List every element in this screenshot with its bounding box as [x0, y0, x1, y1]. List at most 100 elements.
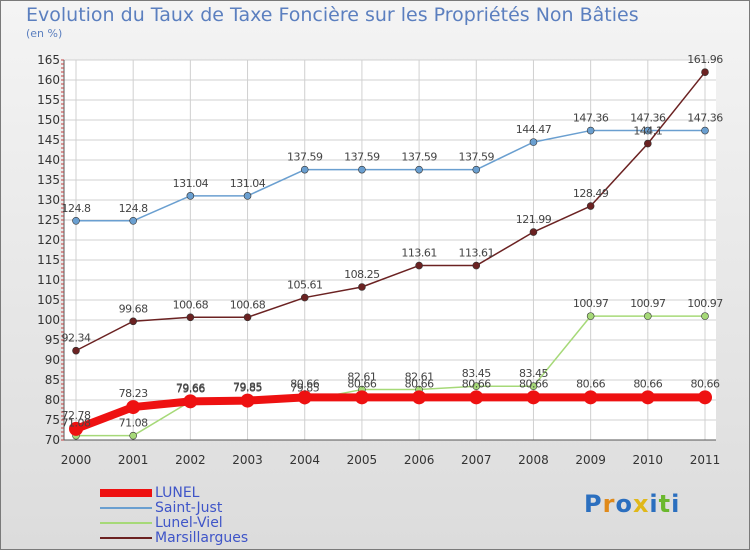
y-tick-label: 135 [37, 173, 60, 187]
data-label-marsillargues: 99.68 [119, 302, 148, 315]
y-tick-label: 165 [37, 53, 60, 67]
data-point-lunel [240, 393, 255, 408]
data-point-marsillargues [129, 317, 137, 326]
data-label-saint-just: 137.59 [459, 151, 495, 164]
data-point-lunel-viel [701, 312, 709, 320]
data-point-lunel [469, 390, 484, 405]
data-label-saint-just: 137.59 [287, 151, 323, 164]
data-label-lunel: 72.78 [62, 409, 91, 422]
y-tick-label: 75 [45, 413, 60, 427]
y-tick-label: 160 [37, 73, 60, 87]
y-tick-label: 70 [45, 433, 60, 447]
data-point-lunel [412, 390, 427, 405]
y-tick-label: 95 [45, 333, 60, 347]
data-point-lunel-viel [472, 382, 481, 391]
data-label-lunel: 80.66 [691, 377, 720, 390]
data-label-lunel-viel: 100.97 [687, 297, 723, 310]
data-label-saint-just: 147.36 [573, 112, 609, 125]
x-tick-label: 2002 [175, 453, 206, 467]
data-label-lunel: 80.66 [462, 377, 491, 390]
data-label-lunel: 78.23 [119, 387, 148, 400]
data-point-lunel-viel [586, 312, 595, 320]
x-tick-label: 2007 [461, 453, 492, 467]
logo-letter: P [584, 490, 603, 518]
legend-label-lunel-viel: Lunel-Viel [155, 515, 223, 531]
x-tick-label: 2008 [518, 453, 549, 467]
data-label-lunel: 80.66 [633, 377, 662, 390]
data-label-lunel-viel: 71.08 [119, 417, 148, 430]
x-tick-label: 2010 [633, 453, 664, 467]
data-label-lunel: 79.85 [233, 381, 262, 394]
data-point-saint-just [586, 126, 595, 135]
data-point-lunel-viel [529, 382, 538, 391]
legend-item-marsillargues: Marsillargues [100, 530, 300, 546]
y-tick-label: 80 [45, 393, 60, 407]
y-tick-label: 105 [37, 293, 60, 307]
data-label-lunel: 80.66 [576, 377, 605, 390]
data-label-marsillargues: 108.25 [344, 268, 380, 281]
logo-letter: o [615, 490, 633, 518]
data-label-lunel: 80.66 [347, 377, 376, 390]
data-label-lunel-viel: 83.45 [519, 367, 548, 380]
x-tick-label: 2003 [232, 453, 263, 467]
data-label-saint-just: 124.8 [119, 202, 148, 215]
data-label-marsillargues: 128.49 [573, 187, 609, 200]
legend-label-lunel: LUNEL [155, 485, 200, 501]
y-tick-label: 145 [37, 133, 60, 147]
data-label-lunel-viel: 100.97 [630, 297, 666, 310]
legend-item-saint-just: Saint-Just [100, 500, 300, 516]
x-tick-label: 2011 [690, 453, 721, 467]
data-point-lunel [698, 390, 712, 405]
data-point-saint-just [472, 165, 481, 174]
data-point-lunel-viel [129, 431, 137, 440]
y-tick-label: 100 [37, 313, 60, 327]
data-label-marsillargues: 121.99 [516, 213, 552, 226]
data-point-marsillargues [358, 283, 366, 291]
data-point-lunel [69, 421, 83, 436]
data-label-saint-just: 131.04 [173, 177, 209, 190]
data-label-lunel-viel: 71.08 [62, 417, 91, 430]
legend-label-saint-just: Saint-Just [155, 500, 223, 516]
logo-letter: t [658, 490, 672, 518]
data-point-marsillargues [472, 261, 481, 270]
data-label-lunel-viel: 79.85 [233, 382, 262, 395]
data-label-saint-just: 137.59 [344, 151, 380, 164]
data-label-lunel-viel: 83.45 [462, 367, 491, 380]
data-point-lunel-viel [644, 312, 652, 320]
data-label-saint-just: 137.59 [401, 151, 437, 164]
data-point-lunel [183, 394, 198, 409]
data-label-saint-just: 124.8 [62, 202, 91, 215]
y-tick-label: 130 [37, 193, 60, 207]
x-tick-label: 2009 [575, 453, 606, 467]
data-point-saint-just [243, 192, 252, 200]
y-tick-label: 140 [37, 153, 60, 167]
x-tick-label: 2006 [404, 453, 435, 467]
y-tick-label: 155 [37, 93, 60, 107]
y-tick-label: 90 [45, 353, 60, 367]
data-label-marsillargues: 100.68 [173, 298, 209, 311]
data-point-marsillargues [72, 346, 80, 355]
data-label-lunel-viel: 82.61 [405, 371, 434, 384]
data-label-marsillargues: 144.1 [633, 125, 662, 138]
data-point-lunel [583, 390, 598, 405]
data-point-marsillargues [529, 228, 538, 236]
data-point-marsillargues [186, 313, 195, 322]
data-label-marsillargues: 113.61 [401, 247, 437, 260]
logo-letter: i [671, 490, 681, 518]
plot-area [64, 60, 716, 440]
y-tick-label: 115 [37, 253, 60, 267]
proxiti-logo: Proxiti [584, 490, 680, 518]
data-label-lunel-viel: 79.85 [290, 382, 319, 395]
y-tick-label: 125 [37, 213, 60, 227]
data-label-saint-just: 144.47 [516, 123, 552, 136]
data-label-marsillargues: 161.96 [687, 53, 723, 66]
data-label-lunel-viel: 79.66 [176, 382, 205, 395]
series-line-lunel-viel [76, 315, 705, 437]
data-label-marsillargues: 113.61 [459, 247, 495, 260]
data-label-marsillargues: 100.68 [230, 298, 266, 311]
data-point-marsillargues [243, 313, 252, 322]
logo-letter: i [649, 490, 659, 518]
data-point-saint-just [701, 126, 709, 135]
data-point-marsillargues [701, 68, 709, 76]
